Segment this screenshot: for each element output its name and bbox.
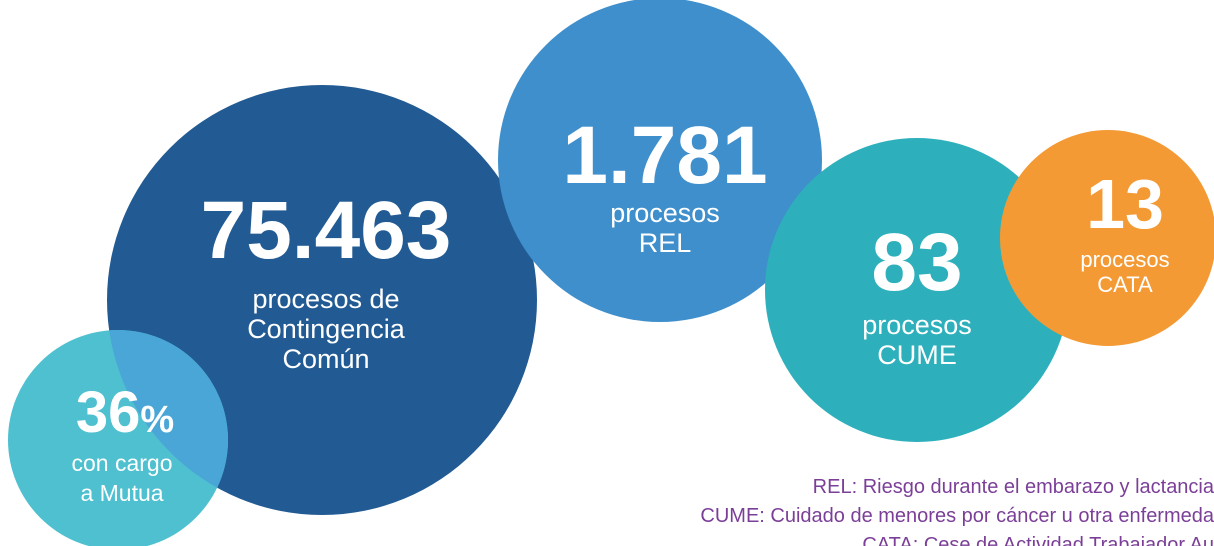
label: CATA	[1097, 272, 1153, 297]
label: a Mutua	[80, 480, 163, 506]
label: procesos de	[252, 284, 399, 314]
label: Común	[282, 344, 369, 374]
label: procesos	[610, 198, 720, 228]
label: Contingencia	[247, 314, 406, 344]
bubble-cata	[1000, 130, 1214, 346]
label: CUME	[877, 340, 957, 370]
bubble-cume	[765, 138, 1069, 442]
number: 1.781	[562, 110, 767, 201]
number: 13	[1086, 165, 1164, 243]
legend-line: CUME: Cuidado de menores por cáncer u ot…	[700, 505, 1214, 527]
label: con cargo	[71, 450, 172, 476]
legend-line: CATA: Cese de Actividad Trabajador Au	[862, 534, 1214, 546]
bubble-rel	[498, 0, 822, 322]
label: REL	[639, 228, 692, 258]
legend-line: REL: Riesgo durante el embarazo y lactan…	[813, 476, 1214, 498]
number-unit: %	[140, 399, 174, 441]
number-value: 36	[76, 380, 141, 445]
number: 36%	[76, 380, 174, 445]
number: 83	[871, 217, 962, 308]
number: 75.463	[201, 185, 452, 276]
label: procesos	[862, 310, 972, 340]
label: procesos	[1080, 247, 1169, 272]
